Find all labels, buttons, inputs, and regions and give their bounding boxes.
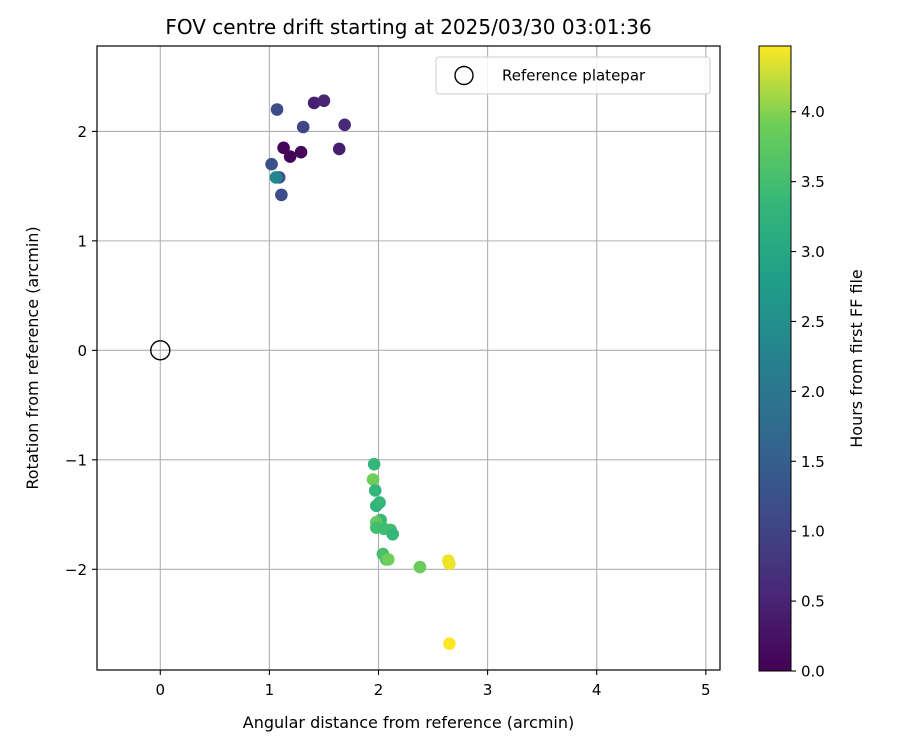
y-tick-label: 2 xyxy=(77,123,87,141)
data-point xyxy=(294,145,308,159)
data-point xyxy=(265,157,278,171)
colorbar-tick-label: 3.0 xyxy=(801,243,825,261)
x-tick-label: 3 xyxy=(483,681,493,699)
reference-layer xyxy=(150,340,171,361)
grid-lines xyxy=(97,46,720,670)
data-point xyxy=(413,560,427,574)
data-point xyxy=(382,553,395,566)
colorbar-tick-label: 1.0 xyxy=(801,523,825,541)
y-tick-label: 1 xyxy=(77,232,87,250)
data-point xyxy=(443,557,456,571)
y-axis-label: Rotation from reference (arcmin) xyxy=(23,226,42,489)
data-point xyxy=(338,118,351,132)
data-point xyxy=(367,457,381,471)
colorbar xyxy=(758,45,792,672)
data-point xyxy=(443,637,456,651)
data-point xyxy=(317,94,331,108)
colorbar-tick-label: 1.5 xyxy=(801,453,825,471)
colorbar-tick-label: 2.5 xyxy=(801,313,825,331)
y-tick-label: −1 xyxy=(65,451,87,469)
data-point xyxy=(307,96,321,110)
colorbar-tick-label: 3.5 xyxy=(801,173,825,191)
x-tick-label: 0 xyxy=(156,681,166,699)
colorbar-tick-label: 2.0 xyxy=(801,383,825,401)
data-point xyxy=(366,473,380,486)
data-point xyxy=(283,150,297,163)
data-point xyxy=(332,142,346,156)
data-point xyxy=(270,103,284,116)
data-point xyxy=(269,171,283,184)
y-tick-label: 0 xyxy=(77,342,87,360)
colorbar-ticks: 0.0 0.5 1.0 1.5 2.0 2.5 3.0 3.5 4.0 xyxy=(791,103,825,681)
legend-label: Reference platepar xyxy=(502,67,646,85)
colorbar-tick-label: 0.5 xyxy=(801,593,825,611)
chart-title: FOV centre drift starting at 2025/03/30 … xyxy=(165,15,651,39)
reference-marker xyxy=(150,340,171,361)
colorbar-tick-label: 0.0 xyxy=(801,663,825,681)
data-point xyxy=(373,496,386,509)
colorbar-label: Hours from first FF file xyxy=(847,269,866,448)
data-point xyxy=(277,141,290,155)
x-tick-label: 5 xyxy=(701,681,711,699)
x-tick-label: 2 xyxy=(374,681,384,699)
x-tick-label: 4 xyxy=(592,681,602,699)
y-tick-label: −2 xyxy=(65,561,87,579)
colorbar-tick-label: 4.0 xyxy=(801,103,825,121)
data-points xyxy=(265,94,456,651)
data-point xyxy=(275,188,288,202)
x-tick-label: 1 xyxy=(265,681,275,699)
legend-marker xyxy=(454,65,474,86)
data-point xyxy=(296,120,310,134)
data-point xyxy=(386,527,399,541)
legend: Reference platepar xyxy=(435,56,711,95)
x-axis-ticks: 0 1 2 3 4 5 xyxy=(156,670,711,699)
data-point xyxy=(368,484,382,497)
x-axis-label: Angular distance from reference (arcmin) xyxy=(243,713,574,732)
plot-frame xyxy=(96,45,721,671)
y-axis-ticks: −2 −1 0 1 2 xyxy=(65,123,97,579)
legend-box xyxy=(435,56,711,95)
